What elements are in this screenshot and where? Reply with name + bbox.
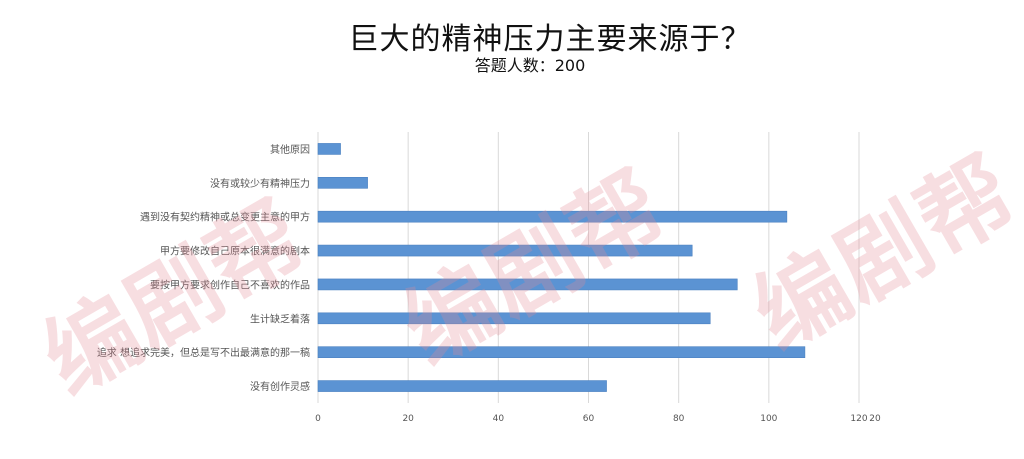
category-label-5: 生计缺乏着落 <box>250 312 310 325</box>
bar-0 <box>317 143 341 155</box>
bar-3 <box>317 244 693 257</box>
chart-title: 巨大的精神压力主要来源于？ <box>348 22 752 57</box>
x-tick-label-5: 100 <box>760 414 777 424</box>
x-tick-label-2: 40 <box>493 414 505 424</box>
category-label-1: 没有或较少有精神压力 <box>210 177 310 190</box>
category-label-7: 没有创作灵感 <box>250 380 310 393</box>
category-label-3: 甲方要修改自己原本很满意的剧本 <box>160 245 310 258</box>
chart-subtitle: 答题人数：200 <box>474 56 586 75</box>
x-tick-label-4: 80 <box>673 414 685 424</box>
bar-1 <box>317 177 368 189</box>
x-tick-label-1: 20 <box>402 414 414 424</box>
x-tick-label-0: 0 <box>315 414 321 424</box>
x-tick-label-extra: 20 <box>869 414 881 424</box>
bar-6 <box>317 346 806 358</box>
category-label-4: 要按甲方要求创作自己不喜欢的作品 <box>150 278 310 291</box>
x-tick-label-6: 120 <box>850 414 867 424</box>
category-label-0: 其他原因 <box>270 143 310 156</box>
bar-2 <box>317 210 788 223</box>
bar-7 <box>317 380 607 392</box>
x-tick-label-3: 60 <box>583 414 595 424</box>
category-label-2: 遇到没有契约精神或总变更主意的甲方 <box>140 211 310 224</box>
category-label-6: 追求 想追求完美，但总是写不出最满意的那一稿 <box>97 346 310 359</box>
bar-4 <box>317 278 738 291</box>
bar-5 <box>317 312 711 325</box>
